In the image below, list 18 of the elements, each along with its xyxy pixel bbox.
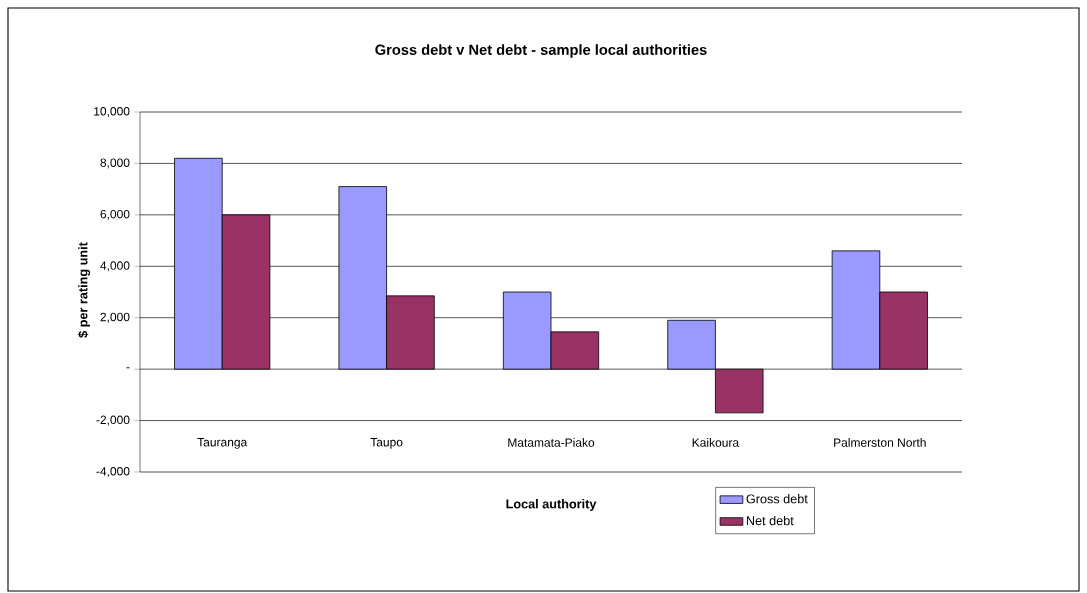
chart-title: Gross debt v Net debt - sample local authorities [375, 44, 707, 58]
x-tick-label: Palmerston North [834, 438, 926, 447]
y-tick-label: 6,000 [100, 209, 130, 220]
x-tick-label: Matamata-Piako [508, 438, 595, 447]
legend-label: Net debt [746, 515, 794, 526]
y-tick-label: 2,000 [100, 312, 130, 323]
legend-label: Gross debt [746, 494, 808, 504]
x-tick-label: Kaikoura [692, 438, 740, 447]
x-axis-title: Local authority [506, 499, 597, 511]
x-tick-label: Taupo [370, 438, 403, 449]
y-tick-label: - [126, 367, 130, 369]
y-tick-label: 8,000 [100, 158, 130, 169]
y-tick-label: -4,000 [96, 467, 130, 477]
x-tick-label: Tauranga [197, 438, 248, 449]
y-tick-label: 10,000 [94, 107, 130, 117]
y-tick-label: -2,000 [96, 415, 130, 426]
y-tick-label: 4,000 [100, 261, 130, 272]
y-axis-title: $ per rating unit [77, 242, 91, 338]
